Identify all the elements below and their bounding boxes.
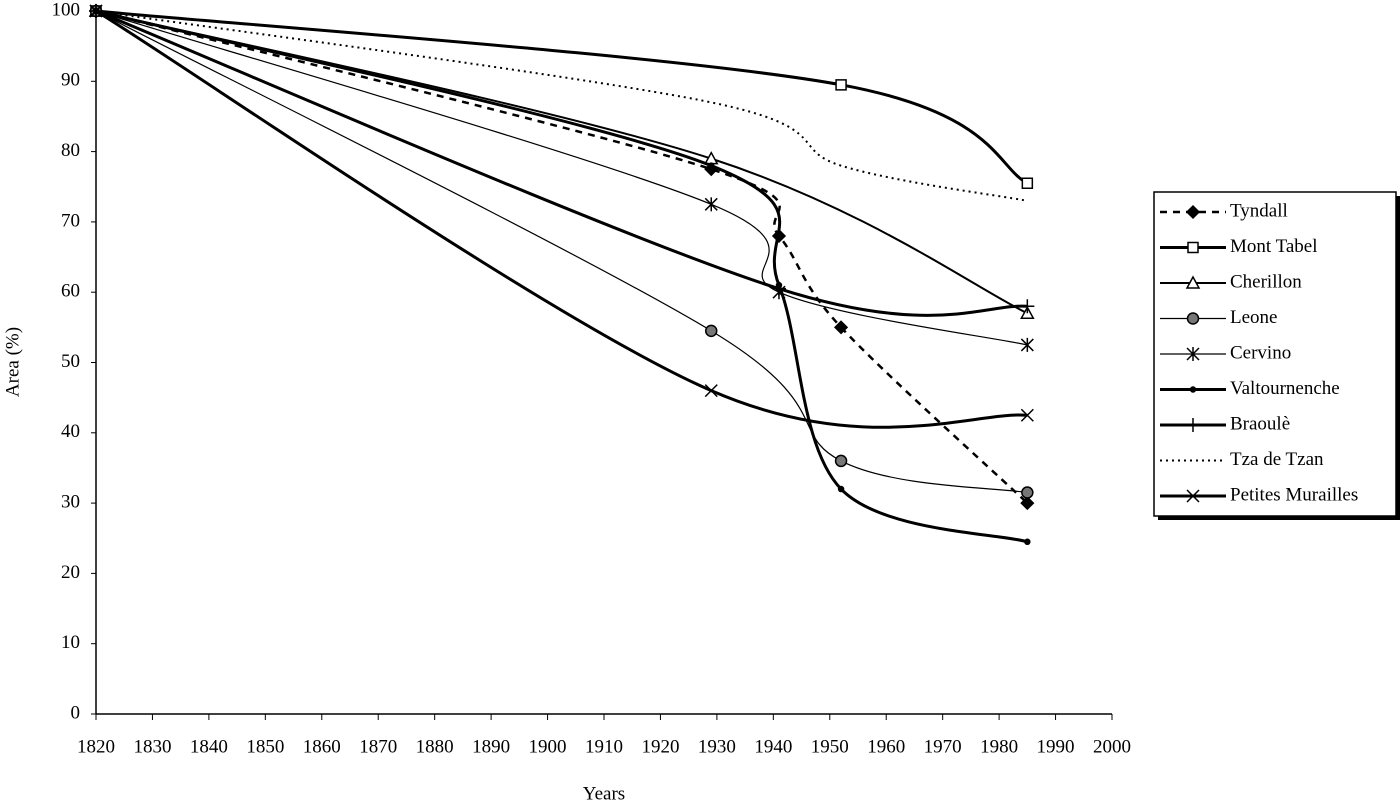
series-line [95,9,1028,544]
x-tick-label: 1820 [77,736,115,757]
legend-label: Tza de Tzan [1230,449,1324,470]
x-tick-label: 1970 [924,736,962,757]
x-tick-label: 1960 [867,736,905,757]
marker [1189,386,1197,393]
x-tick-label: 1910 [585,736,623,757]
y-tick-label: 0 [71,702,81,723]
series-line [95,9,1029,185]
marker [707,162,715,169]
marker [1185,275,1201,289]
x-tick-label: 1890 [472,736,510,757]
marker [89,4,103,18]
marker [1020,337,1034,352]
legend-label: Braoulè [1230,413,1290,434]
y-tick-label: 50 [61,351,80,372]
x-tick-label: 1840 [190,736,228,757]
x-tick-label: 1880 [416,736,454,757]
marker [771,281,786,296]
marker [834,320,849,335]
x-tick-label: 2000 [1093,736,1131,757]
series-line [95,9,1028,317]
x-tick-label: 1940 [754,736,792,757]
x-tick-label: 1930 [698,736,736,757]
series-line [95,10,1028,346]
y-tick-label: 60 [61,281,80,302]
marker [1020,299,1035,314]
marker [704,384,718,398]
x-tick-label: 1950 [811,736,849,757]
x-tick-label: 1900 [529,736,567,757]
x-axis-label: Years [583,783,625,804]
marker [1186,418,1200,432]
series-line [95,9,1028,429]
series-line [95,10,1028,315]
legend-label: Tyndall [1230,200,1288,221]
x-tick-label: 1830 [133,736,171,757]
series-line [95,9,1029,505]
legend-label: Cherillon [1230,271,1302,292]
legend-label: Mont Tabel [1230,236,1318,257]
marker [837,485,845,493]
x-tick-label: 1860 [303,736,341,757]
marker [1186,347,1200,361]
legend-label: Cervino [1230,342,1291,363]
marker [704,324,718,338]
y-tick-label: 20 [61,562,80,583]
marker [1020,408,1034,422]
series-line [95,10,1028,202]
series-line [95,10,1028,494]
legend-label: Leone [1230,307,1277,328]
y-tick-label: 80 [61,140,80,161]
legend-label: Petites Murailles [1230,484,1358,505]
y-tick-label: 10 [61,632,80,653]
x-tick-label: 1870 [359,736,397,757]
marker [1186,312,1200,325]
y-tick-label: 90 [61,70,80,91]
marker [1024,538,1031,546]
y-tick-label: 30 [61,491,80,512]
marker [1021,486,1034,499]
y-tick-label: 40 [61,421,80,442]
marker [1187,241,1199,254]
x-tick-label: 1990 [1037,736,1075,757]
marker [1185,204,1201,220]
x-tick-label: 1850 [246,736,284,757]
marker [835,79,847,91]
marker [1186,489,1200,503]
y-axis-label: Area (%) [2,327,23,397]
marker [704,197,718,212]
y-tick-label: 70 [61,210,80,231]
x-tick-label: 1920 [641,736,679,757]
legend-label: Valtournenche [1230,378,1340,399]
marker [1021,177,1034,189]
marker [834,454,848,468]
marker [1020,496,1035,511]
y-tick-label: 100 [52,0,81,20]
x-tick-label: 1980 [980,736,1018,757]
